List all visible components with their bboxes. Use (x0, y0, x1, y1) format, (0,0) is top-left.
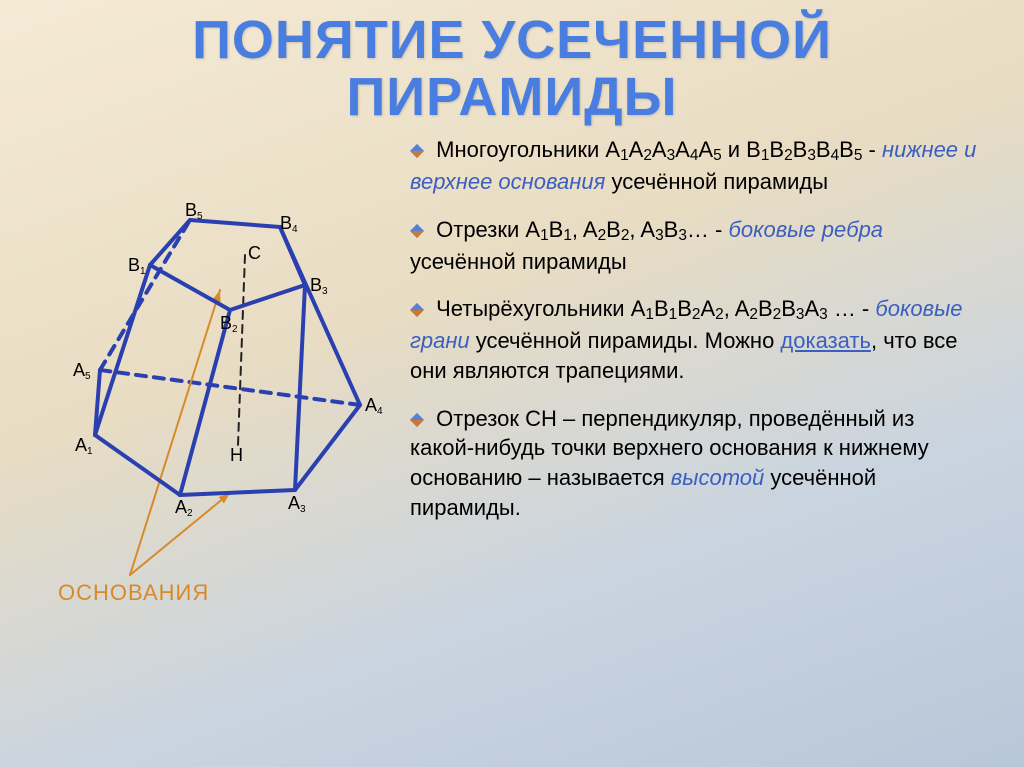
label-A2: A2 (175, 497, 193, 519)
term-height: высотой (671, 465, 764, 490)
bullet-icon (410, 413, 424, 427)
bullet-icon (410, 144, 424, 158)
title-line1: ПОНЯТИЕ УСЕЧЕННОЙ (192, 10, 832, 70)
text-area: Многоугольники A1A2A3A4A5 и B1B2B3B4B5 -… (400, 135, 1004, 540)
para-height: Отрезок CH – перпендикуляр, проведённый … (410, 404, 984, 523)
label-B5: B5 (185, 200, 203, 222)
label-B3: B3 (310, 275, 328, 297)
label-A1: A1 (75, 435, 93, 457)
term-edges: боковые ребра (728, 217, 883, 242)
diagram-area: A1 A2 A3 A4 A5 B1 B2 B3 B4 B5 C H ОСНОВА… (20, 135, 400, 540)
label-H: H (230, 445, 243, 466)
para-faces: Четырёхугольники A1B1B2A2, A2B2B3A3 … - … (410, 294, 984, 385)
label-A4: A4 (365, 395, 383, 417)
bullet-icon (410, 224, 424, 238)
content-row: A1 A2 A3 A4 A5 B1 B2 B3 B4 B5 C H ОСНОВА… (0, 125, 1024, 540)
label-B2: B2 (220, 313, 238, 335)
page-title: ПОНЯТИЕ УСЕЧЕННОЙ ПИРАМИДЫ (0, 0, 1024, 125)
label-A3: A3 (288, 493, 306, 515)
bases-label: ОСНОВАНИЯ (58, 580, 209, 606)
title-line2: ПИРАМИДЫ (346, 67, 677, 127)
prove-link[interactable]: доказать (780, 328, 871, 353)
label-C: C (248, 243, 261, 264)
para-bases: Многоугольники A1A2A3A4A5 и B1B2B3B4B5 -… (410, 135, 984, 196)
label-A5: A5 (73, 360, 91, 382)
para-edges: Отрезки A1B1, A2B2, A3B3… - боковые ребр… (410, 215, 984, 276)
bullet-icon (410, 303, 424, 317)
label-B4: B4 (280, 213, 298, 235)
label-B1: B1 (128, 255, 146, 277)
